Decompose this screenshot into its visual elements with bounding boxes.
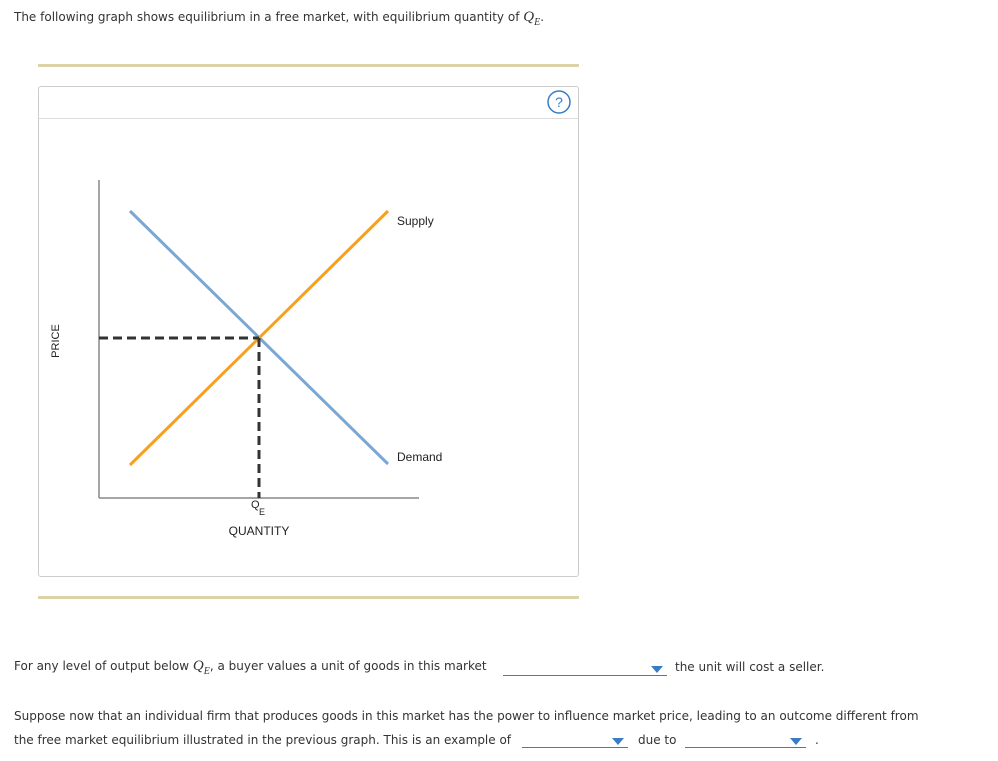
panel-header-line <box>39 118 578 119</box>
help-text[interactable]: ? <box>555 94 563 110</box>
intro: The following graph shows equilibrium in… <box>14 9 544 31</box>
supply-label: Supply <box>397 214 434 228</box>
q2-middle: due to <box>638 733 677 747</box>
dropdown-2[interactable] <box>522 733 628 748</box>
x-axis-label: QUANTITY <box>229 524 290 538</box>
math-sub: E <box>203 666 210 677</box>
demand-label: Demand <box>397 450 442 464</box>
q2-line1: Suppose now that an individual firm that… <box>14 709 919 723</box>
y-axis-label: PRICE <box>50 324 62 358</box>
q2-end: . <box>815 733 819 747</box>
qe-sub: E <box>259 507 265 517</box>
math-base: Q <box>523 9 535 25</box>
q1-before: For any level of output below <box>14 659 190 673</box>
intro-text: The following graph shows equilibrium in… <box>14 10 520 24</box>
question1: For any level of output below QE, a buye… <box>14 658 487 680</box>
intro-end: . <box>540 10 545 24</box>
qe-base: Q <box>251 499 260 511</box>
q2-line2: the free market equilibrium illustrated … <box>14 733 512 747</box>
math-base: Q <box>192 658 204 674</box>
q1-math: QE <box>192 658 210 677</box>
bottom-rule <box>38 596 579 599</box>
math-sub: E <box>534 17 541 28</box>
q1-end: the unit will cost a seller. <box>675 660 825 674</box>
help-icon[interactable] <box>547 90 571 114</box>
dropdown-3[interactable] <box>685 733 806 748</box>
q1-after: , a buyer values a unit of goods in this… <box>209 659 487 673</box>
graph-panel <box>38 86 579 577</box>
top-rule <box>38 64 579 67</box>
intro-math: QE <box>523 9 541 28</box>
dropdown-1[interactable] <box>503 661 667 676</box>
